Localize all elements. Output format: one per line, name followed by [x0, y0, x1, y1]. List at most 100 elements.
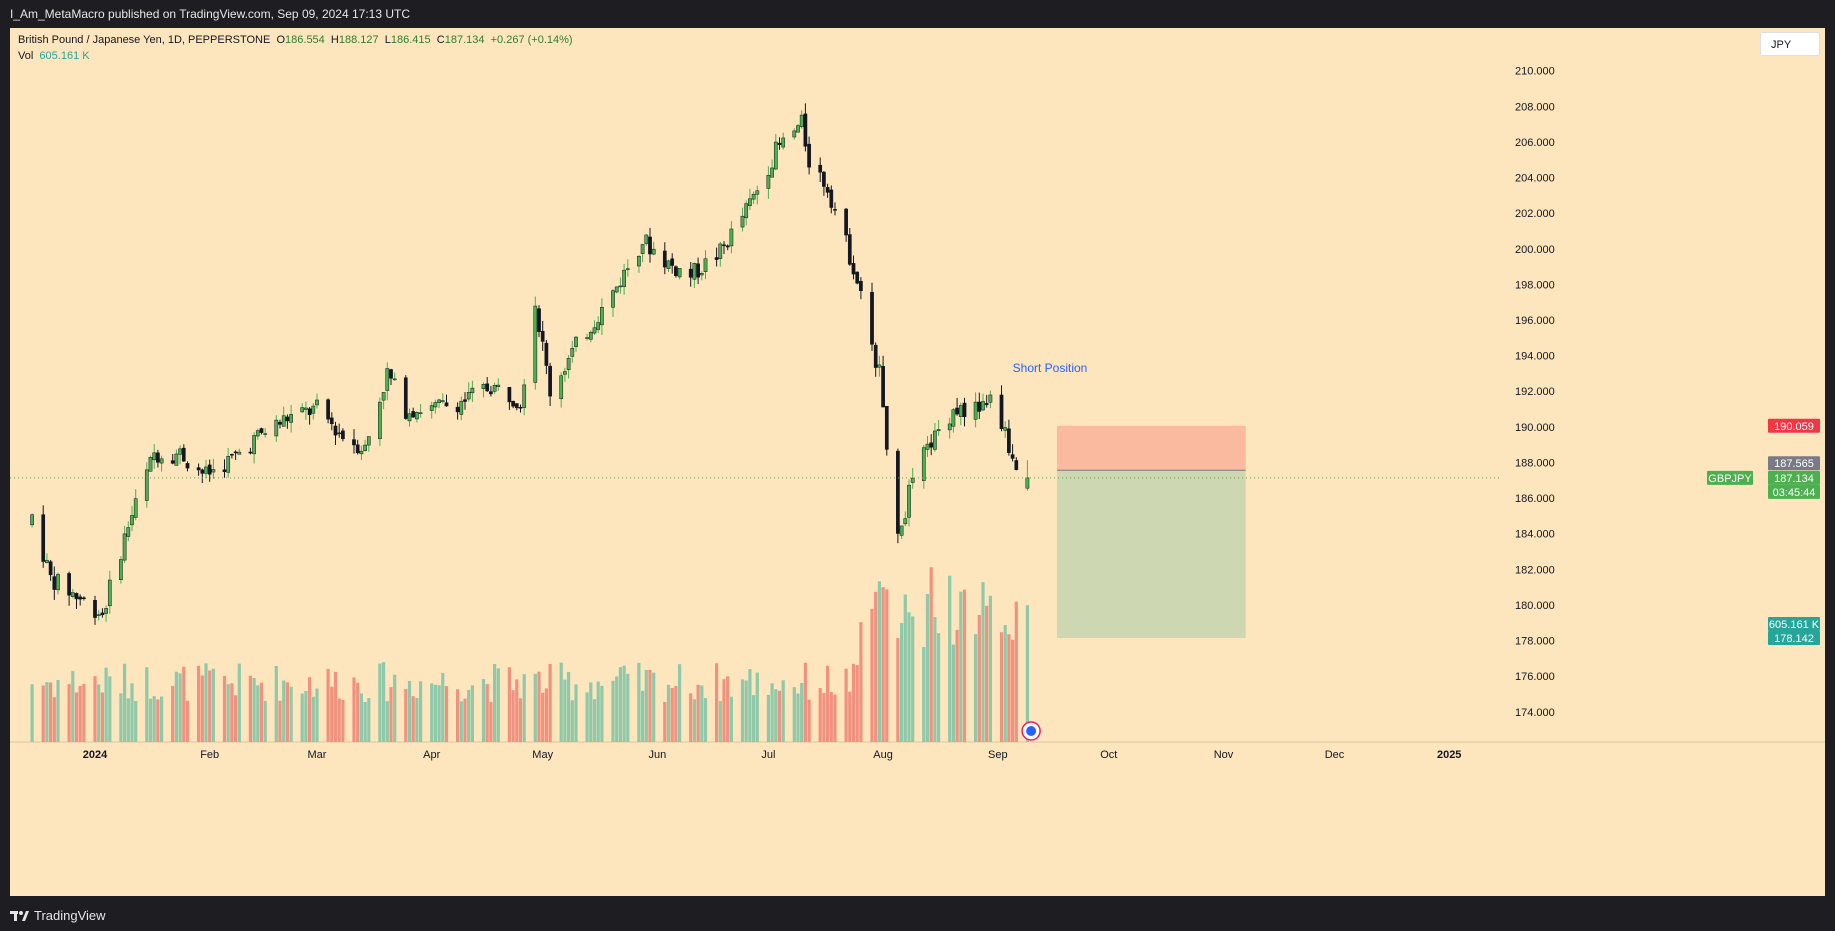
- candle-body: [792, 130, 797, 138]
- candle-body: [592, 327, 597, 334]
- volume-bar: [929, 567, 933, 742]
- candle-body: [544, 342, 549, 366]
- candle-body: [859, 280, 863, 292]
- volume-bar: [278, 700, 282, 742]
- volume-bar: [444, 686, 449, 742]
- candle-body: [873, 344, 878, 368]
- candle-body: [951, 409, 956, 427]
- volume-bar: [851, 663, 856, 742]
- volume-bar: [259, 682, 264, 742]
- volume-bar: [311, 696, 315, 742]
- volume-bar: [874, 591, 878, 742]
- volume-bar: [441, 672, 445, 742]
- candle-body: [514, 403, 519, 409]
- candle-body: [1014, 460, 1019, 470]
- volume-bar: [433, 684, 437, 742]
- candle-body: [870, 291, 874, 345]
- volume-bar: [285, 682, 289, 742]
- target-price-tag-bg: [1768, 630, 1820, 645]
- countdown-tag-bg: [1768, 484, 1820, 499]
- chart-area[interactable]: 210.000 208.000 206.000 204.000 202.000 200.0…: [10, 28, 1825, 896]
- volume-bar: [182, 666, 186, 742]
- volume-bar: [333, 671, 338, 742]
- volume-bar: [237, 663, 241, 742]
- volume-bar: [496, 668, 500, 742]
- volume-bar: [729, 696, 733, 742]
- candle-body: [178, 448, 182, 455]
- candle-body: [74, 593, 79, 600]
- symbol-tag-bg: [1707, 470, 1753, 485]
- candle-body: [170, 460, 175, 464]
- volume-bar: [211, 668, 215, 742]
- stop-loss-zone: [1057, 425, 1246, 471]
- candle-body: [433, 402, 438, 408]
- candle-body: [185, 463, 190, 469]
- candle-body: [611, 290, 615, 308]
- volume-bar: [981, 582, 985, 742]
- candle-body: [933, 430, 937, 450]
- candle-body: [781, 137, 786, 148]
- x-tick-label: 2024: [83, 749, 108, 761]
- candle-body: [485, 383, 490, 392]
- volume-bar: [985, 605, 989, 742]
- candle-body: [522, 384, 527, 408]
- volume-bar: [877, 581, 881, 742]
- y-tick-label: 196.000: [1515, 315, 1555, 327]
- volume-bar: [752, 695, 756, 742]
- candle-body: [807, 143, 811, 168]
- volume-bar: [93, 676, 97, 742]
- entry-price-tag: 187.565: [1774, 458, 1814, 470]
- legend-low-label: L: [384, 34, 391, 46]
- price-chart[interactable]: 210.000 208.000 206.000 204.000 202.000 200.0…: [10, 28, 1825, 896]
- volume-bar: [204, 663, 208, 742]
- candle-body: [725, 245, 730, 248]
- volume-bar: [282, 680, 286, 742]
- candle-body: [829, 189, 834, 208]
- volume-bar: [870, 608, 874, 742]
- x-tick-label: Feb: [200, 749, 219, 761]
- y-tick-label: 194.000: [1515, 351, 1555, 363]
- volume-tag-bg: [1768, 616, 1820, 631]
- candle-body: [326, 399, 330, 420]
- candle-body: [618, 285, 623, 288]
- volume-bar: [415, 697, 419, 742]
- candle-body: [133, 498, 138, 518]
- candle-body: [666, 260, 671, 269]
- volume-bar: [988, 595, 992, 742]
- chart-legend: British Pound / Japanese Yen, 1D, PEPPER…: [18, 34, 573, 62]
- volume-bar: [459, 701, 463, 742]
- volume-bar: [829, 692, 833, 742]
- candle-body: [548, 365, 552, 397]
- candle-body: [670, 258, 675, 266]
- candle-body: [625, 268, 630, 270]
- candle-body: [207, 464, 212, 475]
- candle-body: [881, 366, 885, 408]
- candle-body: [803, 113, 808, 147]
- y-tick-label: 190.000: [1515, 422, 1555, 434]
- tradingview-logo[interactable]: TradingView: [10, 908, 106, 923]
- volume-bar: [774, 689, 778, 742]
- candle-body: [48, 561, 53, 576]
- candle-body: [696, 263, 700, 278]
- currency-selector-button[interactable]: JPY: [1760, 32, 1820, 56]
- volume-bar: [611, 680, 615, 742]
- candle-body: [315, 399, 319, 406]
- entry-price-tag-bg: [1768, 456, 1820, 471]
- candle-body: [722, 244, 726, 246]
- candle-body: [329, 417, 334, 425]
- volume-bar: [881, 587, 885, 742]
- candle-body: [699, 273, 704, 276]
- y-tick-label: 180.000: [1515, 600, 1555, 612]
- stop-price-tag: 190.059: [1774, 421, 1814, 433]
- volume-bar: [378, 663, 382, 742]
- candle-body: [773, 141, 778, 170]
- volume-bar: [755, 672, 759, 742]
- short-position-label: Short Position: [1013, 361, 1088, 375]
- volume-bar: [226, 684, 230, 742]
- candle-body: [637, 255, 641, 267]
- candle-body: [907, 484, 911, 518]
- volume-bar: [574, 684, 578, 742]
- volume-tag: 605.161 K: [1769, 619, 1820, 631]
- candle-body: [818, 164, 823, 173]
- candle-body: [936, 429, 941, 432]
